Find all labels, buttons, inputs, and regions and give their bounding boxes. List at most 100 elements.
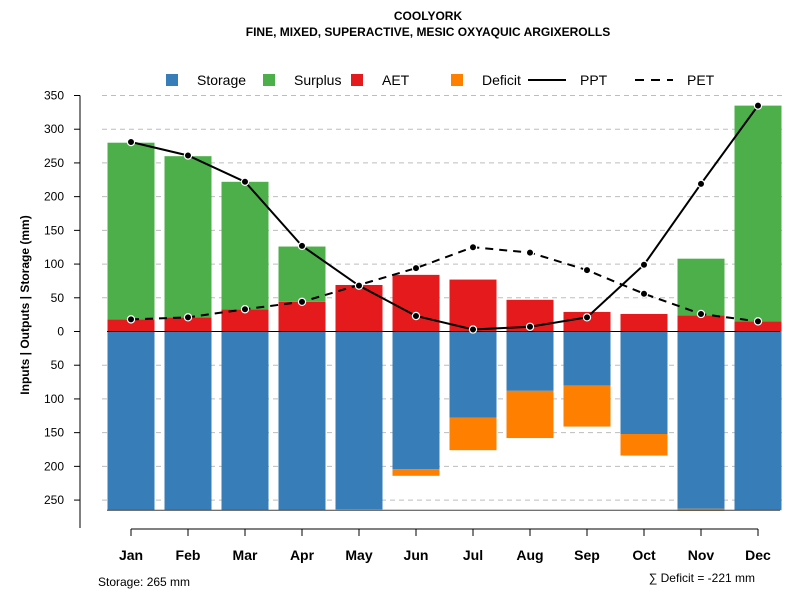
storage-bar <box>506 331 554 391</box>
storage-bar <box>449 331 497 418</box>
ppt-point <box>240 177 250 187</box>
pet-point <box>297 297 307 307</box>
legend: Storage Surplus AET Deficit PPT PET <box>166 72 715 88</box>
ppt-point <box>354 281 364 290</box>
ppt-line <box>130 105 759 331</box>
ppt-point <box>525 322 535 331</box>
surplus-bar <box>164 156 212 318</box>
x-tick-label: Jun <box>404 547 429 563</box>
pet-point <box>525 248 535 257</box>
deficit-bar <box>392 469 440 476</box>
deficit-bar <box>563 385 611 427</box>
storage-bar <box>734 331 782 511</box>
x-tick-label: Feb <box>176 547 201 563</box>
surplus-bar <box>107 142 155 320</box>
y-tick-label: 150 <box>44 223 64 237</box>
chart-subtitle: FINE, MIXED, SUPERACTIVE, MESIC OXYAQUIC… <box>246 25 611 39</box>
aet-bar <box>221 309 269 332</box>
surplus-legend-swatch <box>263 74 275 86</box>
pet-legend-label: PET <box>687 72 715 88</box>
tick-labels: 350 300 250 200 150 100 50 0 50 100 150 200 250 Jan Fe… <box>44 88 771 563</box>
axes <box>79 95 780 530</box>
aet-bar <box>449 279 497 332</box>
ppt-point <box>468 325 478 334</box>
surplus-bar <box>221 181 269 310</box>
storage-bar <box>392 331 440 470</box>
aet-bar <box>734 321 782 332</box>
storage-bar <box>563 331 611 386</box>
storage-note: Storage: 265 mm <box>98 575 190 589</box>
pet-point <box>753 317 763 326</box>
aet-bar <box>392 274 440 332</box>
y-tick-label: 250 <box>44 156 64 170</box>
aet-bar <box>620 313 668 332</box>
ppt-point <box>183 151 193 160</box>
storage-bar <box>677 331 725 509</box>
storage-bar <box>164 331 212 511</box>
surplus-legend-label: Surplus <box>294 72 341 88</box>
ppt-legend-label: PPT <box>580 72 608 88</box>
pet-point <box>183 313 193 322</box>
pet-line <box>130 246 759 323</box>
chart-title: COOLYORK <box>394 9 463 23</box>
ppt-point <box>696 179 706 189</box>
x-tick-label: Dec <box>745 547 771 563</box>
x-tick-label: Mar <box>233 547 258 563</box>
y-tick-label: 50 <box>51 358 65 372</box>
aet-legend-swatch <box>351 74 363 86</box>
x-tick-label: Jan <box>119 547 143 563</box>
x-tick-label: Jul <box>463 547 483 563</box>
gridlines <box>102 94 785 501</box>
ppt-point <box>297 241 307 251</box>
surplus-bar <box>734 105 782 322</box>
y-axis-label: Inputs | Outputs | Storage (mm) <box>18 215 32 394</box>
storage-legend-label: Storage <box>197 72 246 88</box>
storage-legend-swatch <box>166 74 178 86</box>
y-tick-label: 0 <box>57 325 64 339</box>
deficit-legend-swatch <box>451 74 463 86</box>
x-tick-label: Oct <box>632 547 656 563</box>
aet-bar <box>107 319 155 332</box>
aet-bar <box>563 311 611 332</box>
y-tick-label: 100 <box>44 257 64 271</box>
storage-bar <box>107 331 155 511</box>
x-tick-label: Apr <box>290 547 315 563</box>
ppt-point <box>582 313 592 322</box>
y-tick-label: 200 <box>44 459 64 473</box>
ppt-point <box>753 101 763 110</box>
aet-bar <box>677 315 725 332</box>
pet-point <box>696 309 706 319</box>
storage-bar <box>335 331 383 510</box>
pet-point <box>582 265 592 275</box>
y-tick-label: 350 <box>44 88 64 102</box>
lines <box>126 101 763 334</box>
surplus-bar <box>677 258 725 316</box>
deficit-bar <box>506 390 554 439</box>
pet-point <box>468 243 478 252</box>
deficit-bar <box>620 433 668 456</box>
surplus-bar <box>278 246 326 302</box>
storage-bar <box>221 331 269 511</box>
deficit-legend-label: Deficit <box>482 72 521 88</box>
x-tick-label: Sep <box>574 547 600 563</box>
y-tick-label: 200 <box>44 190 64 204</box>
y-tick-label: 100 <box>44 392 64 406</box>
x-tick-label: Nov <box>688 547 715 563</box>
y-tick-label: 300 <box>44 122 64 136</box>
x-tick-label: Aug <box>516 547 543 563</box>
storage-bar <box>620 331 668 434</box>
storage-bar <box>278 331 326 511</box>
y-tick-label: 50 <box>51 291 65 305</box>
ppt-point <box>411 311 421 321</box>
y-tick-label: 250 <box>44 493 64 507</box>
bars <box>107 105 782 511</box>
aet-legend-label: AET <box>382 72 410 88</box>
y-tick-label: 150 <box>44 426 64 440</box>
pet-point <box>411 263 421 273</box>
aet-bar <box>335 284 383 332</box>
deficit-sum-note: ∑ Deficit = -221 mm <box>649 571 755 585</box>
ppt-point <box>639 260 649 269</box>
aet-bar <box>278 301 326 332</box>
x-tick-label: May <box>345 547 372 563</box>
